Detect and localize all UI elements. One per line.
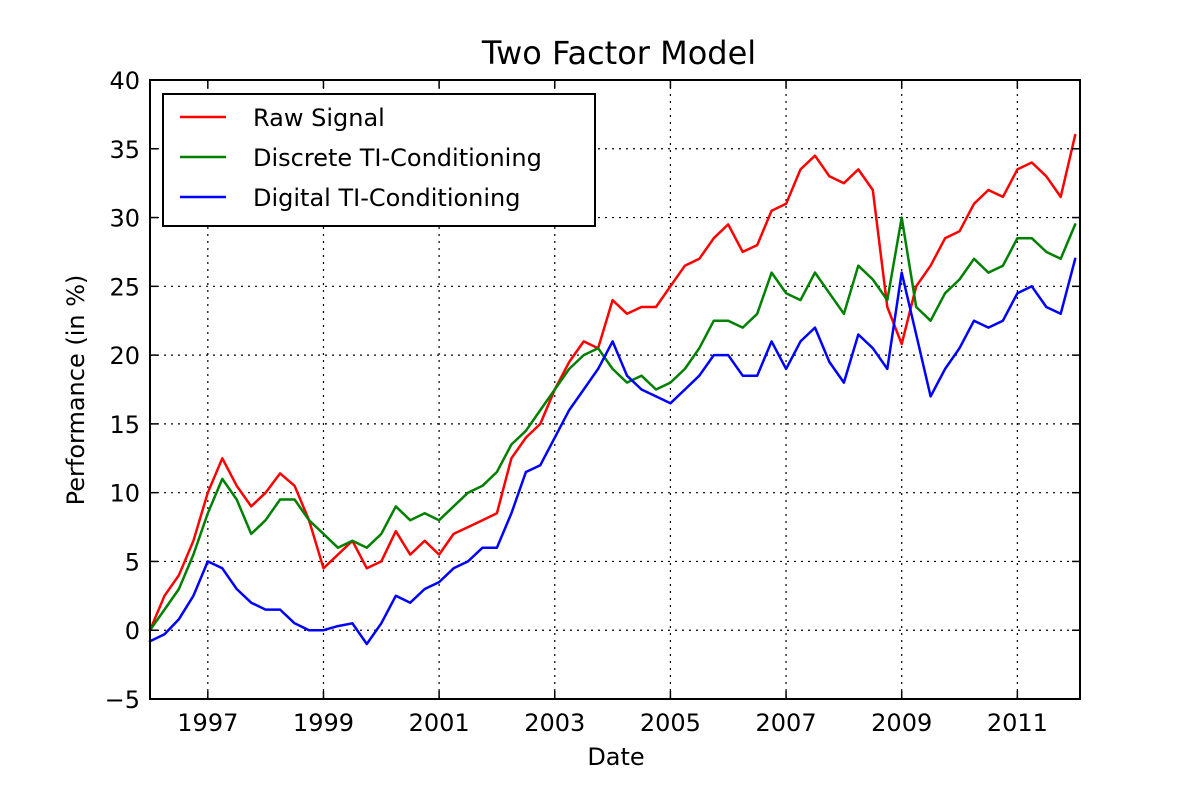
y-tick-label: −5 [105,686,140,714]
plot-frame [149,79,1081,700]
y-tick-label: 15 [109,411,140,439]
y-tick-label: 35 [109,136,140,164]
y-tick-label: 5 [125,548,140,576]
series-line-1 [148,133,1077,632]
series-layer [148,133,1077,646]
y-axis: −5 0 5 10 15 20 25 30 35 40 [105,67,1080,714]
y-tick-label: 0 [125,617,140,645]
x-tick-label: 2005 [640,709,701,737]
series-line-2 [148,216,1077,632]
y-axis-label: Performance (in %) [62,275,90,506]
x-axis-label: Date [587,743,644,771]
y-tick-label: 30 [109,205,140,233]
y-tick-label: 10 [109,480,140,508]
x-tick-label: 1999 [293,709,354,737]
series-line-3 [148,257,1077,646]
legend-label: Raw Signal [253,104,385,132]
chart-title: Two Factor Model [481,34,756,72]
legend: Raw Signal Discrete TI-Conditioning Digita… [162,93,596,227]
x-tick-label: 2003 [524,709,585,737]
y-tick-label: 40 [109,67,140,95]
legend-label: Digital TI-Conditioning [253,184,521,212]
x-tick-label: 2011 [987,709,1048,737]
legend-box [162,93,596,227]
x-tick-label: 2009 [871,709,932,737]
y-tick-label: 25 [109,273,140,301]
x-axis: 1997 1999 2001 2003 2005 2007 2009 2011 [177,80,1048,737]
x-tick-label: 2001 [409,709,470,737]
legend-label: Discrete TI-Conditioning [253,144,542,172]
y-tick-label: 20 [109,342,140,370]
x-tick-label: 1997 [177,709,238,737]
x-tick-label: 2007 [756,709,817,737]
